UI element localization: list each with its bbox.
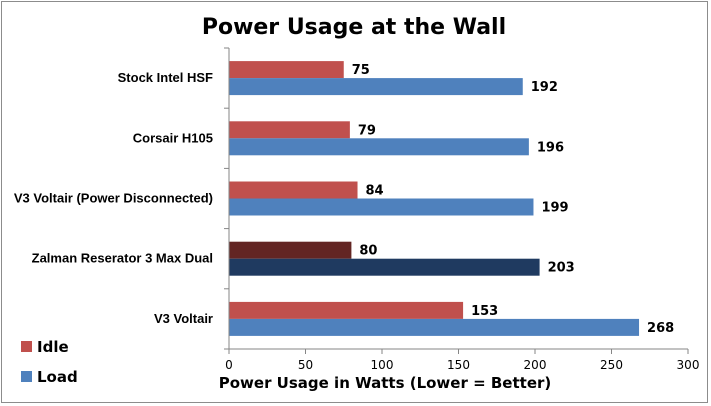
x-axis-title: Power Usage in Watts (Lower = Better) (219, 374, 552, 392)
data-label-load-2: 199 (541, 201, 568, 216)
data-label-idle-0: 75 (352, 63, 370, 78)
data-label-load-0: 192 (531, 80, 558, 95)
category-label-4: V3 Voltair (154, 311, 213, 326)
legend-label-load: Load (37, 368, 78, 386)
x-tick-label-1: 50 (298, 358, 313, 372)
data-label-idle-3: 80 (359, 244, 377, 259)
data-label-idle-2: 84 (366, 184, 384, 199)
bar-load-4 (229, 318, 640, 336)
bar-load-0 (229, 78, 523, 96)
category-label-3: Zalman Reserator 3 Max Dual (32, 251, 213, 266)
data-label-load-4: 268 (647, 321, 674, 336)
bar-idle-2 (229, 181, 358, 199)
bar-idle-3 (229, 241, 352, 259)
legend-swatch-load (21, 371, 32, 382)
legend: Idle Load (21, 338, 78, 386)
category-label-1: Corsair H105 (133, 130, 213, 145)
data-label-load-3: 203 (548, 261, 575, 276)
x-tick-label-0: 0 (225, 358, 233, 372)
bar-idle-0 (229, 61, 344, 79)
data-label-idle-1: 79 (358, 123, 376, 138)
x-tick-label-4: 200 (524, 358, 547, 372)
bar-load-2 (229, 198, 534, 216)
bar-idle-4 (229, 301, 464, 319)
x-tick-label-5: 250 (600, 358, 623, 372)
chart-title: Power Usage at the Wall (202, 15, 506, 40)
x-tick-label-2: 100 (371, 358, 394, 372)
category-label-2: V3 Voltair (Power Disconnected) (14, 191, 213, 206)
plot-area: 75 192 Stock Intel HSF 79 196 Corsair H105 84 1… (14, 47, 700, 372)
category-label-0: Stock Intel HSF (118, 70, 213, 85)
data-label-load-1: 196 (537, 140, 564, 155)
bar-load-1 (229, 138, 529, 156)
legend-label-idle: Idle (37, 338, 69, 356)
x-tick-label-6: 300 (677, 358, 700, 372)
legend-swatch-idle (21, 341, 32, 352)
x-tick-label-3: 150 (447, 358, 470, 372)
data-label-idle-4: 153 (471, 304, 498, 319)
bar-load-3 (229, 258, 540, 276)
bar-idle-1 (229, 121, 350, 139)
